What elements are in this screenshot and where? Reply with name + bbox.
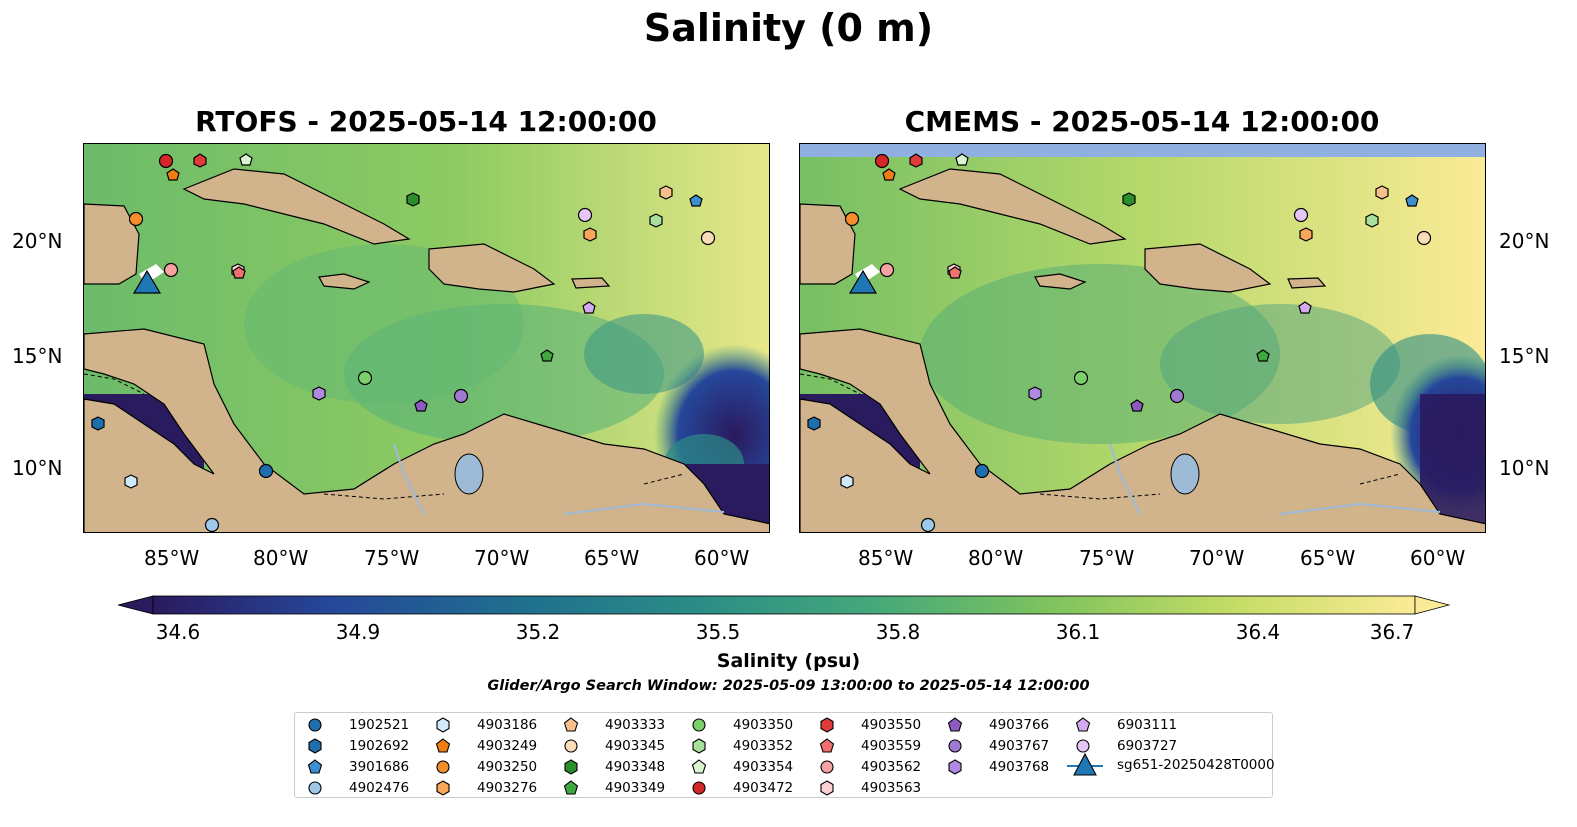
glider-triangle-icon [1067,753,1103,776]
cbar-tick-0: 34.6 [155,620,201,644]
lon-tick-left-85: 85°W [144,546,200,570]
cbar-tick-6: 36.4 [1235,620,1281,644]
legend-label: 6903111 [1117,717,1178,733]
legend-label: 4903562 [861,759,922,775]
hexagon-marker-icon [308,738,322,754]
legend-label: 4903345 [605,738,666,754]
legend-label: 1902692 [349,738,410,754]
lon-tick-right-70: 70°W [1189,546,1245,570]
lon-tick-left-65: 65°W [584,546,640,570]
legend-label: 4903767 [989,738,1050,754]
legend-label: 4903333 [605,717,666,733]
search-window-text: Glider/Argo Search Window: 2025-05-09 13… [487,678,1090,694]
legend-label: 4903550 [861,717,922,733]
lon-tick-right-80: 80°W [968,546,1024,570]
circle-marker-icon [820,760,834,774]
circle-marker-icon [1076,739,1090,753]
legend-label: 4903249 [477,738,538,754]
map-rtofs-svg [84,144,769,532]
map-cmems-svg [800,144,1485,532]
circle-marker-icon [436,760,450,774]
circle-marker-icon [564,739,578,753]
map-rtofs[interactable] [83,143,770,533]
legend-label: 4903276 [477,780,538,796]
hexagon-marker-icon [436,717,450,733]
circle-marker-icon [692,781,706,795]
legend-label: sg651-20250428T0000 [1117,757,1275,773]
lat-tick-left-10: 10°N [12,456,63,480]
pentagon-marker-icon [307,759,323,774]
legend-label: 4903354 [733,759,794,775]
hexagon-marker-icon [820,717,834,733]
legend-label: 4903186 [477,717,538,733]
lat-tick-right-20: 20°N [1499,229,1550,253]
cbar-tick-1: 34.9 [335,620,381,644]
circle-marker-icon [308,781,322,795]
lon-tick-right-85: 85°W [858,546,914,570]
circle-marker-icon [948,739,962,753]
circle-marker-icon [692,718,706,732]
figure-title: Salinity (0 m) [643,6,934,50]
legend-label: 4902476 [349,780,410,796]
hexagon-marker-icon [564,759,578,775]
legend-label: 4903563 [861,780,922,796]
legend-label: 4903250 [477,759,538,775]
legend-label: 4903352 [733,738,794,754]
lat-tick-left-20: 20°N [12,229,63,253]
colorbar-label: Salinity (psu) [716,650,861,672]
lat-tick-right-10: 10°N [1499,456,1550,480]
legend-label: 4903472 [733,780,794,796]
cbar-tick-5: 36.1 [1055,620,1101,644]
lon-tick-right-60: 60°W [1410,546,1466,570]
hexagon-marker-icon [820,780,834,796]
lon-tick-left-70: 70°W [474,546,530,570]
hexagon-marker-icon [948,759,962,775]
colorbar [118,595,1450,615]
legend-label: 4903766 [989,717,1050,733]
legend-label: 6903727 [1117,738,1178,754]
legend-label: 4903350 [733,717,794,733]
lon-tick-left-75: 75°W [364,546,420,570]
cbar-tick-2: 35.2 [515,620,561,644]
pentagon-marker-icon [691,759,707,774]
pentagon-marker-icon [435,738,451,753]
pentagon-marker-icon [563,780,579,795]
legend-label: 4903559 [861,738,922,754]
pentagon-marker-icon [819,738,835,753]
panel-title-cmems: CMEMS - 2025-05-14 12:00:00 [904,105,1380,138]
pentagon-marker-icon [563,717,579,732]
pentagon-marker-icon [1075,717,1091,732]
lon-tick-right-65: 65°W [1300,546,1356,570]
legend-label: 4903349 [605,780,666,796]
legend-label: 4903348 [605,759,666,775]
cbar-tick-3: 35.5 [695,620,741,644]
pentagon-marker-icon [947,717,963,732]
legend-label: 4903768 [989,759,1050,775]
lon-tick-left-60: 60°W [694,546,750,570]
cbar-tick-7: 36.7 [1369,620,1415,644]
panel-title-rtofs: RTOFS - 2025-05-14 12:00:00 [195,105,657,138]
legend-label: 3901686 [349,759,410,775]
lat-tick-left-15: 15°N [12,344,63,368]
lon-tick-left-80: 80°W [253,546,309,570]
legend-label: 1902521 [349,717,410,733]
circle-marker-icon [308,718,322,732]
cbar-tick-4: 35.8 [875,620,921,644]
hexagon-marker-icon [436,780,450,796]
lon-tick-right-75: 75°W [1079,546,1135,570]
hexagon-marker-icon [692,738,706,754]
map-cmems[interactable] [799,143,1486,533]
legend: 1902521 1902692 3901686 4902476 4903186 … [294,712,1275,798]
lat-tick-right-15: 15°N [1499,344,1550,368]
